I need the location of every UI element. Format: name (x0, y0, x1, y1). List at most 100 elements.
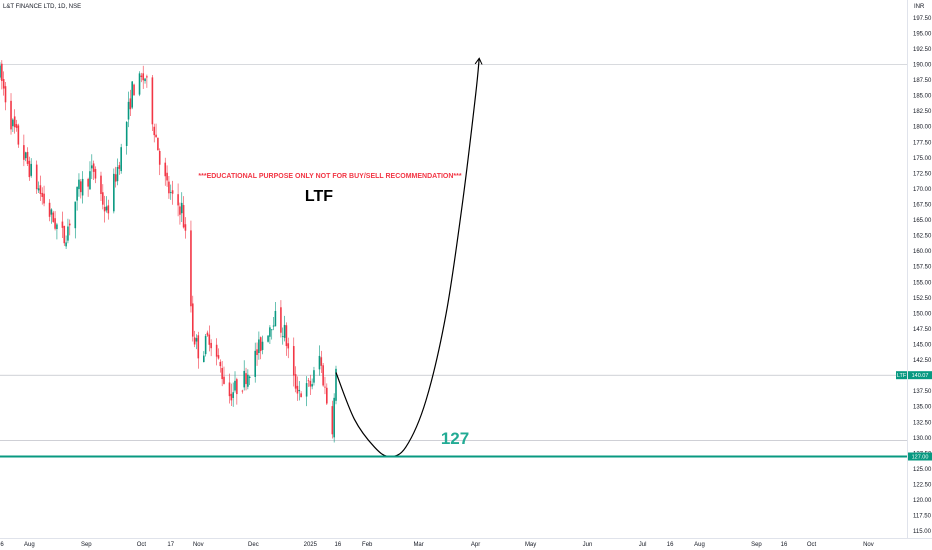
candle (195, 334, 198, 350)
candle (254, 342, 257, 383)
candle (210, 339, 212, 357)
time-tick-label: 16 (667, 542, 674, 548)
candle (241, 389, 244, 394)
price-tick-label: 150.00 (913, 311, 932, 317)
support-price-tag: 127.00 (908, 452, 932, 461)
time-tick-label: Feb (362, 542, 373, 548)
candle (131, 81, 133, 110)
candle (39, 175, 42, 202)
candle-body (127, 101, 130, 120)
candle-body (180, 202, 183, 214)
candle (54, 211, 56, 231)
candle-body (223, 376, 225, 384)
candle-body (309, 380, 312, 387)
price-tick-label: 162.50 (913, 234, 932, 240)
candle (322, 362, 324, 387)
candle-body (184, 224, 187, 231)
candle-body (322, 365, 324, 386)
candle (300, 391, 302, 398)
time-tick-label: Sep (81, 542, 92, 548)
candle-body (179, 206, 181, 215)
candle (81, 171, 84, 204)
currency-label: INR (914, 4, 925, 10)
candle (1, 60, 3, 90)
candle-body (305, 383, 308, 397)
time-tick-label: Oct (807, 542, 817, 548)
candle-body (307, 380, 310, 382)
symbol-title: L&T FINANCE LTD, 1D, NSE (3, 4, 81, 10)
candle-body (155, 134, 157, 138)
candle (191, 295, 194, 342)
candle-body (272, 325, 275, 327)
candle-body (269, 327, 271, 337)
candle (100, 171, 102, 201)
candle-body (210, 342, 212, 349)
candle-body (26, 151, 29, 164)
candle-body (144, 78, 146, 82)
price-tick-label: 142.50 (913, 358, 932, 364)
candle (333, 393, 335, 443)
price-tick-label: 130.00 (913, 436, 932, 442)
candle (177, 183, 179, 217)
candle-body (78, 179, 80, 190)
ltf-label: LTF (305, 188, 333, 205)
candle (0, 62, 1, 80)
price-tick-label: 167.50 (913, 203, 932, 209)
candle-body (133, 84, 135, 96)
price-tick-label: 125.00 (913, 467, 932, 473)
candle-body (107, 205, 110, 214)
candle-body (283, 324, 286, 338)
candle (140, 72, 143, 83)
candle-body (91, 165, 93, 169)
candle (78, 173, 80, 197)
candle (91, 154, 93, 180)
time-tick-label: Dec (248, 542, 259, 548)
price-tick-label: 157.50 (913, 265, 932, 271)
candle-body (125, 121, 128, 146)
candle (206, 330, 209, 337)
candle-body (182, 205, 185, 228)
price-tick-label: 120.00 (913, 498, 932, 504)
candle-body (89, 171, 91, 190)
candle (168, 176, 170, 199)
candle (217, 348, 220, 360)
candle-body (256, 349, 258, 356)
price-tick-label: 147.50 (913, 327, 932, 333)
time-axis[interactable]: 16 Aug Sep Oct 17 Nov Dec 2025 16 Feb Mar Apr May Jun… (0, 542, 874, 548)
candle-body (68, 223, 71, 226)
candle-body (102, 192, 104, 205)
candle (232, 382, 234, 407)
candle-body (300, 393, 302, 398)
candle (41, 187, 44, 205)
time-tick-label: Jul (639, 542, 647, 548)
time-tick-label: Apr (471, 542, 480, 548)
candle-body (151, 77, 154, 125)
time-tick-label: 16 (781, 542, 788, 548)
candle (48, 199, 51, 222)
candle-body (219, 361, 222, 367)
candle (234, 371, 236, 393)
candle (12, 118, 14, 132)
candle-body (206, 332, 209, 336)
candle-body (296, 385, 299, 394)
price-axis[interactable]: 197.50 195.00 192.50 190.00 187.50 185.00 182.… (913, 16, 932, 535)
candle (296, 376, 299, 401)
candle (221, 361, 223, 387)
candle-body (100, 175, 102, 195)
candle (56, 222, 58, 240)
candle (326, 383, 328, 405)
candle (179, 202, 181, 225)
candle-body (13, 116, 16, 128)
candle-body (0, 65, 1, 78)
candle (92, 160, 95, 181)
candle-body (333, 397, 335, 438)
candle-body (1, 63, 3, 81)
candle-body (39, 185, 42, 194)
candle (305, 376, 308, 407)
candle (184, 217, 187, 239)
reference-lines (0, 64, 907, 441)
candle (166, 165, 168, 187)
candle (324, 376, 326, 395)
